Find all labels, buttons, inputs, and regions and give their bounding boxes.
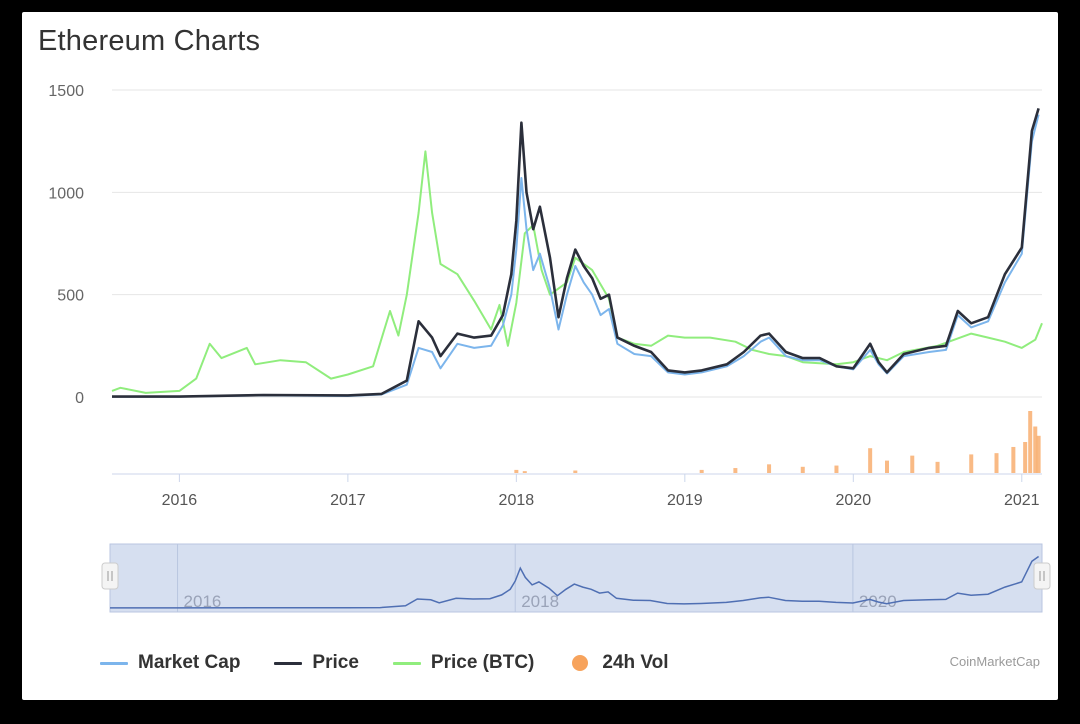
legend-price-btc-label: Price (BTC): [430, 652, 535, 673]
volume-bar: [834, 465, 839, 473]
volume-bar: [935, 461, 940, 473]
chart-title: Ethereum Charts: [38, 25, 261, 57]
x-tick-label: 2019: [667, 492, 703, 509]
legend: Market Cap Price Price (BTC) 24h Vol: [100, 652, 703, 674]
volume-bar: [733, 468, 738, 473]
navigator[interactable]: 2016 2018 2020: [101, 543, 1051, 613]
series-line-market-cap: [112, 114, 1040, 398]
x-tick-label: 2016: [162, 492, 198, 509]
chart-area: 0 500 1000 1500 2016 2017 2018 2019 2020 2021 20…: [48, 83, 1051, 613]
navigator-tick-label: 2016: [184, 592, 222, 611]
volume-bar: [1011, 446, 1016, 473]
grid-lines: [112, 89, 1042, 398]
legend-price-btc-swatch: [392, 661, 421, 665]
navigator-series-line: [110, 555, 1040, 609]
credits-link[interactable]: CoinMarketCap: [949, 654, 1040, 669]
volume-bar: [767, 464, 772, 473]
y-tick-label: 0: [75, 390, 84, 407]
volume-bar: [800, 466, 805, 473]
legend-item-price-btc[interactable]: Price (BTC): [392, 652, 535, 674]
legend-price-swatch: [274, 661, 303, 665]
navigator-selection: [109, 543, 1043, 613]
volume-bars: [514, 411, 1041, 473]
volume-bar: [1036, 435, 1041, 473]
series-line-price: [112, 108, 1040, 398]
volume-bar: [1023, 442, 1028, 473]
volume-bar: [910, 455, 915, 473]
x-tick-label: 2021: [1004, 492, 1040, 509]
y-axis-ticks: 0 500 1000 1500: [48, 83, 84, 407]
volume-bar: [885, 460, 889, 473]
volume-bar: [994, 453, 999, 473]
x-tick-label: 2018: [499, 492, 535, 509]
legend-item-price[interactable]: Price: [274, 652, 359, 674]
y-tick-label: 500: [57, 288, 84, 305]
y-tick-label: 1000: [48, 185, 84, 202]
volume-bar: [969, 454, 974, 473]
legend-market-cap-label: Market Cap: [138, 652, 241, 673]
navigator-left-handle[interactable]: [101, 562, 119, 590]
volume-bar: [699, 469, 704, 473]
legend-market-cap-swatch: [100, 661, 128, 665]
volume-bar: [514, 469, 519, 473]
x-tick-label: 2017: [330, 492, 366, 509]
x-tick-label: 2020: [836, 492, 872, 509]
legend-item-market-cap[interactable]: Market Cap: [100, 652, 240, 674]
navigator-right-handle[interactable]: [1033, 562, 1051, 590]
volume-bar: [522, 471, 527, 473]
volume-bar: [1028, 411, 1033, 473]
x-axis: 2016 2017 2018 2019 2020 2021: [112, 473, 1042, 509]
navigator-tick-label: 2018: [521, 592, 559, 611]
legend-24h-vol-label: 24h Vol: [602, 652, 669, 673]
legend-item-24h-vol[interactable]: 24h Vol: [568, 652, 669, 674]
volume-bar: [868, 448, 873, 473]
volume-bar: [1033, 426, 1038, 473]
volume-bar: [573, 470, 578, 473]
y-tick-label: 1500: [48, 83, 84, 100]
chart-panel: Ethereum Charts 0 500 1000 1500 2016 2017 201…: [22, 12, 1058, 700]
legend-price-label: Price: [312, 652, 359, 673]
series-lines: [111, 108, 1043, 398]
legend-24h-vol-swatch: [572, 655, 589, 671]
